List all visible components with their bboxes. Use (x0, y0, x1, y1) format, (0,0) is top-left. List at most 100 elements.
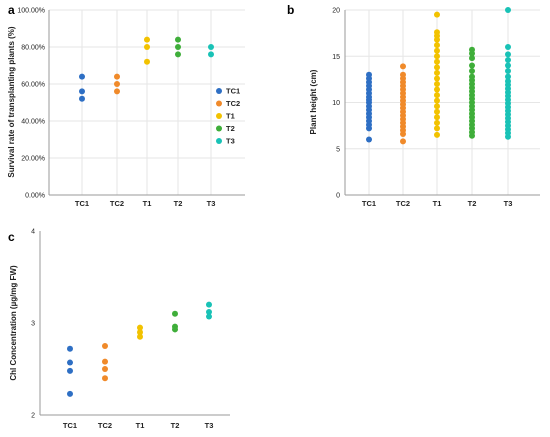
panel-c-label: c (8, 230, 15, 244)
legend-label-tc1: TC1 (226, 87, 240, 96)
legend-label-tc2: TC2 (226, 99, 240, 108)
panel-c-point-tc1 (67, 367, 73, 374)
panel-b-point-t1 (434, 81, 440, 87)
panel-b-point-t1 (434, 131, 440, 138)
panel-a-point-tc1 (79, 88, 85, 95)
panel-a-points (79, 36, 214, 102)
panel-a-point-t1 (144, 44, 150, 50)
panel-b-point-tc1 (366, 136, 372, 143)
panel-c-point-tc2 (102, 375, 108, 382)
panel-c-category-label-tc1: TC1 (63, 421, 77, 430)
legend-label-t1: T1 (226, 112, 235, 121)
panel-b-point-t1 (434, 97, 440, 104)
panel-c-point-t1 (137, 324, 143, 331)
panel-b-category-label-tc1: TC1 (362, 199, 376, 208)
panel-a-category-label-t3: T3 (207, 199, 216, 208)
panel-b-category-labels: TC1 TC2 T1 T2 T3 (362, 199, 512, 208)
legend-marker-t3 (216, 138, 222, 144)
panel-b-point-t3 (505, 68, 511, 75)
panel-a-gridlines (49, 9, 245, 195)
panel-c-point-t3 (206, 301, 212, 308)
panel-c-point-tc2 (102, 366, 108, 372)
legend-marker-t2 (216, 125, 222, 132)
panel-b-height-chart: b 0 5 10 15 20 TC1 TC2 T1 T2 T3 Plant height (cm… (287, 3, 540, 208)
panel-a-point-t2 (175, 36, 181, 43)
panel-b-label: b (287, 3, 294, 17)
panel-c-y-tick-label: 2 (31, 413, 35, 420)
panel-b-point-tc2 (400, 71, 406, 78)
panel-b-point-t3 (505, 62, 511, 69)
panel-a-point-t1 (144, 58, 150, 65)
legend-marker-t1 (216, 113, 222, 119)
panel-c-point-tc1 (67, 390, 73, 397)
legend-marker-tc1 (216, 88, 222, 94)
panel-c-category-labels: TC1 TC2 T1 T2 T3 (63, 421, 213, 430)
panel-c-point-t1 (137, 333, 143, 340)
panel-b-category-label-tc2: TC2 (396, 199, 410, 208)
panel-b-y-tick-label: 20 (332, 8, 340, 15)
panel-b-point-tc2 (400, 138, 406, 145)
panel-b-point-t3 (505, 44, 511, 50)
panel-c-point-tc1 (67, 359, 73, 366)
panel-a-point-tc2 (114, 81, 120, 87)
panel-c-point-tc1 (67, 345, 73, 352)
panel-c-y-tick-labels: 2 3 4 (31, 229, 35, 420)
panel-b-point-t2 (469, 62, 475, 69)
panel-b-point-t2 (469, 46, 475, 53)
panel-b-point-t1 (434, 69, 440, 76)
panel-c-category-label-t3: T3 (205, 421, 214, 430)
panel-a-y-tick-label: 60.00% (21, 82, 45, 89)
panel-a-category-label-tc2: TC2 (110, 199, 124, 208)
panel-c-y-tick-label: 3 (31, 321, 35, 328)
panel-c-chl-chart: c 2 3 4 TC1 TC2 T1 T2 T3 Chl Concentration (µg… (8, 229, 230, 430)
panel-c-category-label-t2: T2 (171, 421, 180, 430)
panel-b-point-t1 (434, 11, 440, 18)
panel-b-point-t1 (434, 58, 440, 65)
panel-c-y-tick-label: 4 (31, 229, 35, 236)
panel-b-point-tc1 (366, 71, 372, 78)
panel-a-point-t3 (208, 44, 214, 50)
panel-b-point-t2 (469, 68, 475, 75)
panel-c-point-tc2 (102, 343, 108, 349)
panel-b-point-t1 (434, 103, 440, 110)
panel-b-point-t1 (434, 75, 440, 82)
panel-b-point-t1 (434, 86, 440, 93)
panel-b-point-t1 (434, 125, 440, 132)
panel-a-point-t2 (175, 51, 181, 58)
panel-c-points (67, 301, 212, 397)
panel-a-y-tick-labels: 0.00% 20.00% 40.00% 60.00% 80.00% 100.00% (17, 8, 45, 200)
panel-b-point-t1 (434, 92, 440, 99)
panel-c-point-t1 (137, 329, 143, 336)
panel-a-point-tc2 (114, 88, 120, 95)
panel-a-category-labels: TC1 TC2 T1 T2 T3 (75, 199, 215, 208)
panel-c-y-axis-title: Chl Concentration (µg/mg FW) (9, 265, 18, 381)
panel-b-y-axis-title: Plant height (cm) (309, 69, 318, 134)
panel-c-category-label-t1: T1 (136, 421, 145, 430)
panel-b-point-t1 (434, 114, 440, 121)
panel-b-point-t3 (505, 78, 511, 85)
panel-a-point-tc2 (114, 73, 120, 80)
panel-b-point-t3 (505, 73, 511, 80)
panel-b-point-t1 (434, 29, 440, 36)
panel-b-point-t3 (505, 51, 511, 58)
panel-b-point-t2 (469, 73, 475, 80)
panel-a-point-t2 (175, 44, 181, 50)
panel-b-point-t1 (434, 108, 440, 115)
panel-b-point-t1 (434, 119, 440, 126)
panel-b-point-t1 (434, 42, 440, 49)
panel-b-y-tick-label: 0 (336, 193, 340, 200)
panel-a-y-tick-label: 0.00% (25, 193, 45, 200)
panel-b-point-tc2 (400, 63, 406, 70)
panel-b-category-label-t1: T1 (433, 199, 442, 208)
panel-a-y-tick-label: 80.00% (21, 45, 45, 52)
legend-label-t3: T3 (226, 137, 235, 146)
legend-label-t2: T2 (226, 124, 235, 133)
panel-b-category-label-t2: T2 (468, 199, 477, 208)
panel-b-point-t2 (469, 55, 475, 62)
panel-a-point-tc1 (79, 73, 85, 80)
panel-a-label: a (8, 3, 15, 17)
panel-c-point-tc2 (102, 358, 108, 365)
panel-c-point-t2 (172, 326, 178, 333)
panel-a-category-label-tc1: TC1 (75, 199, 89, 208)
